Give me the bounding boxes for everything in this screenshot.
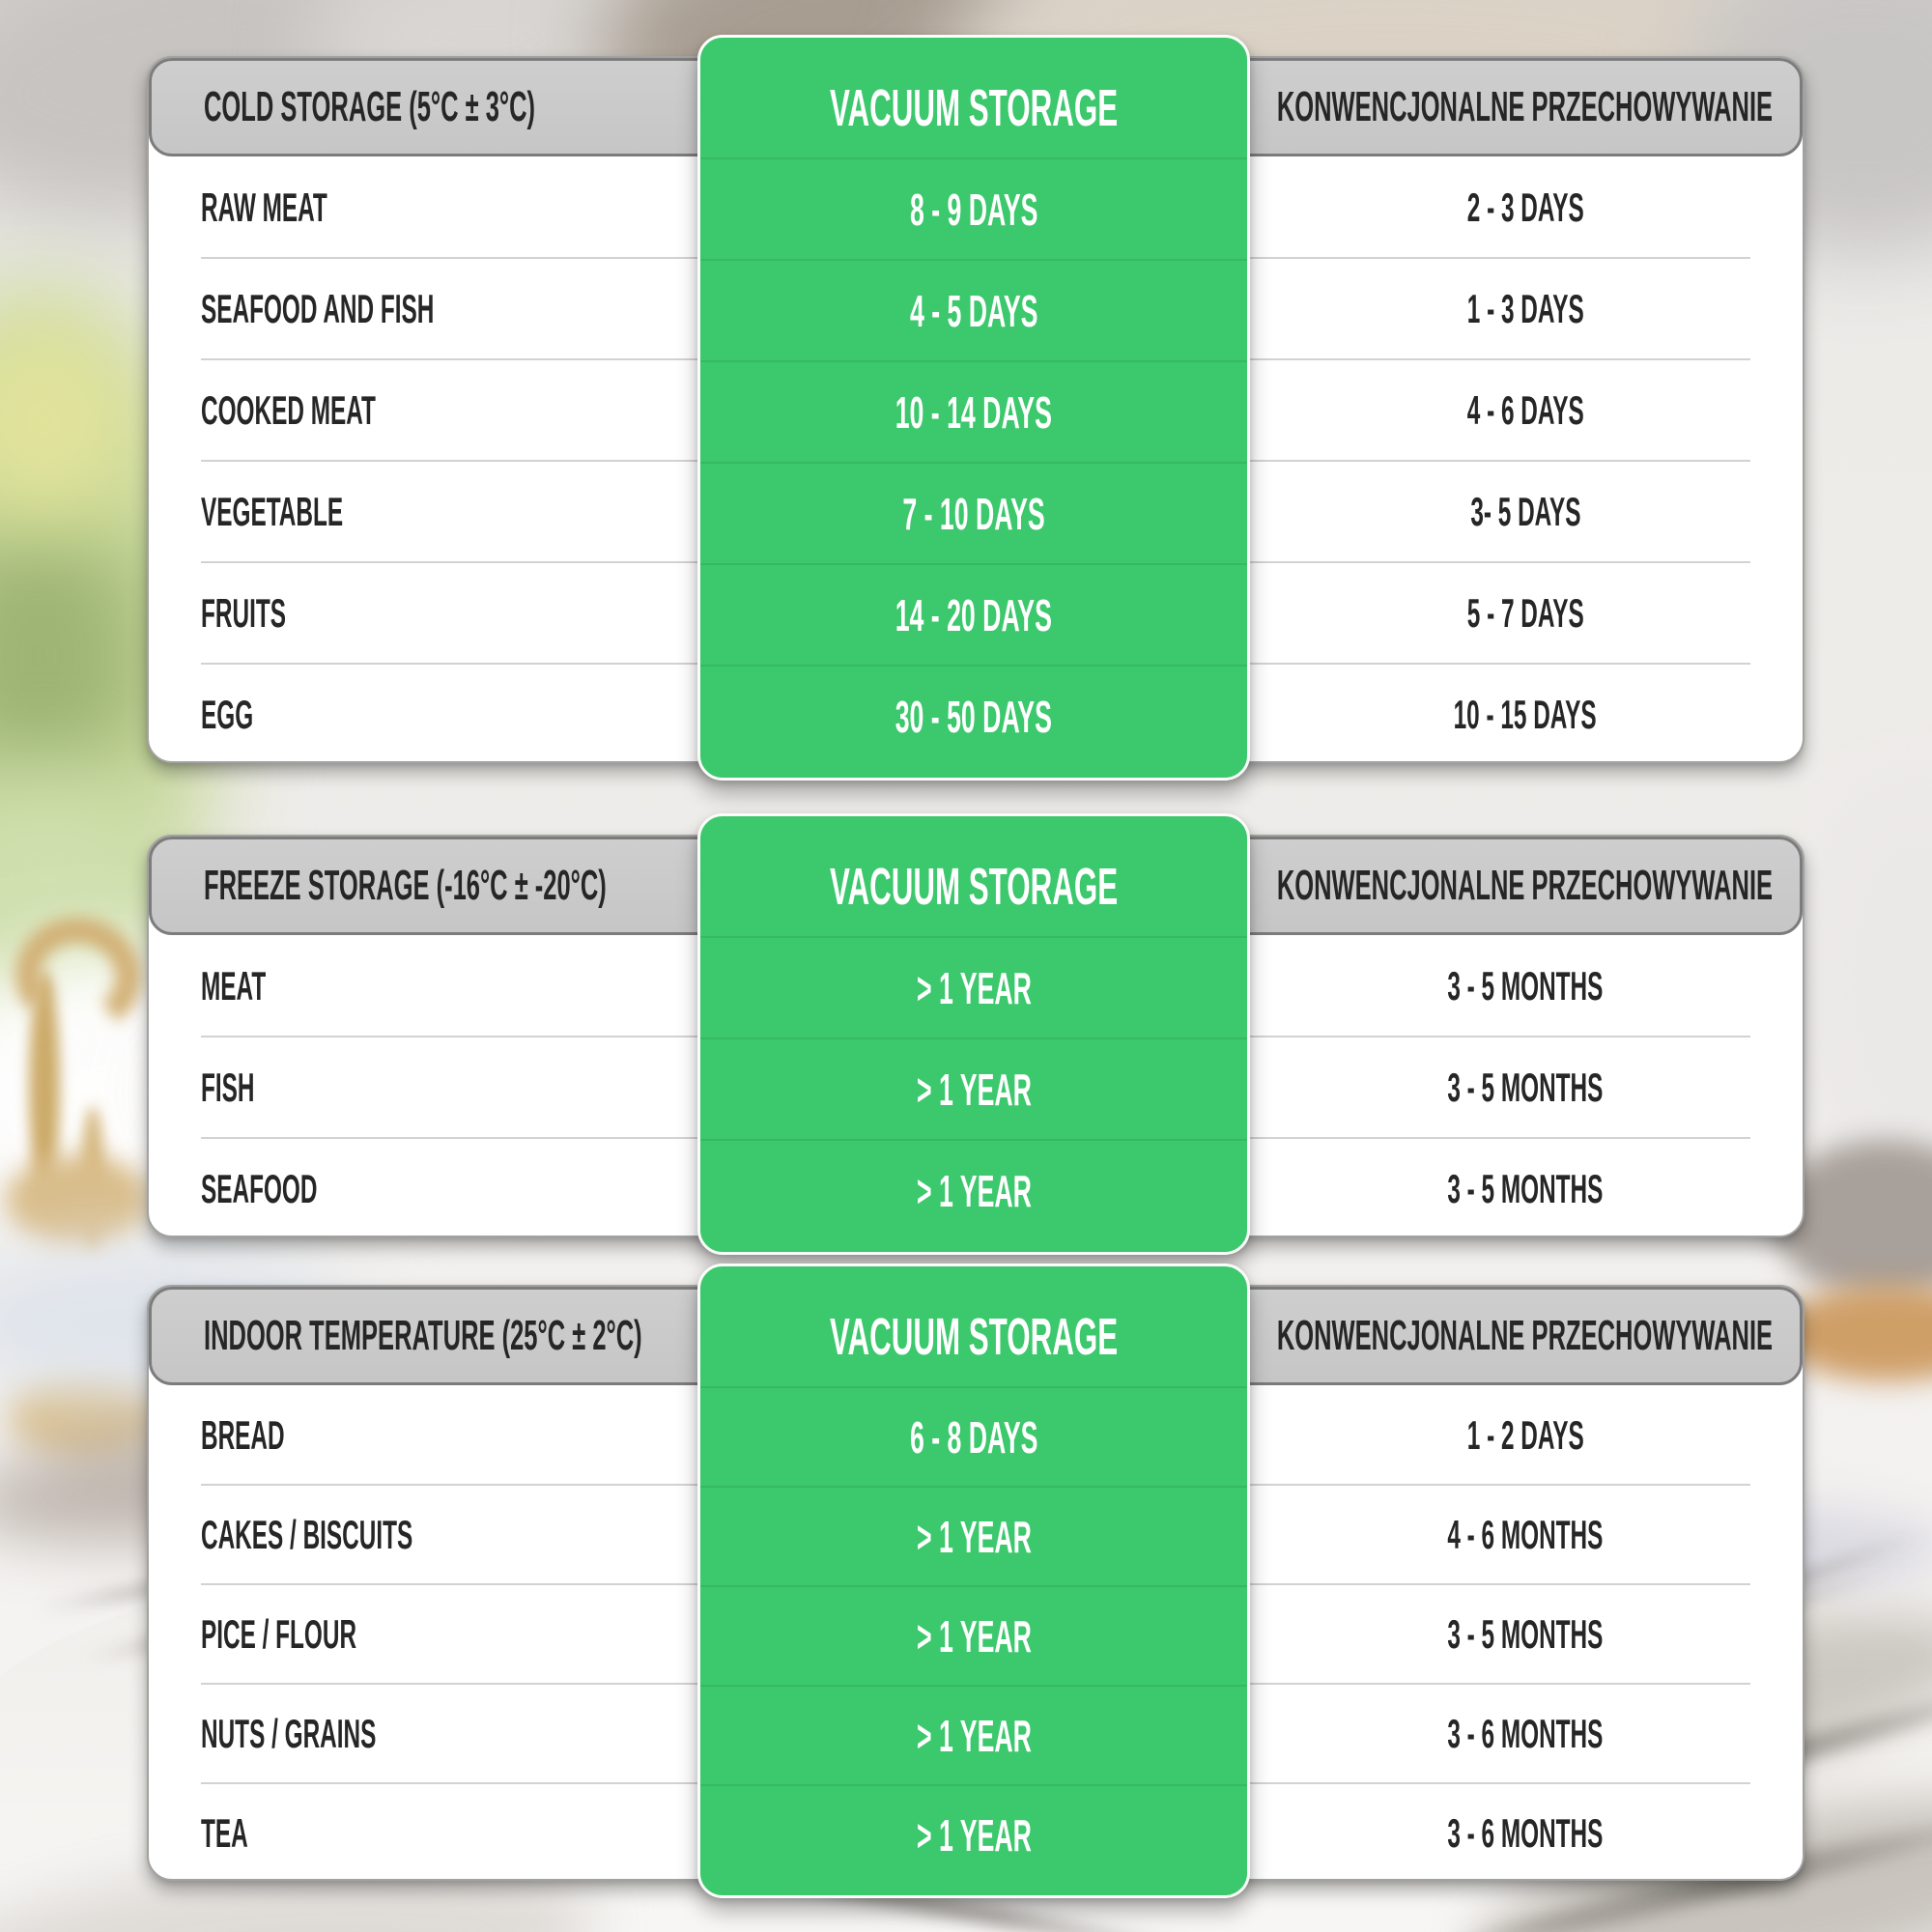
food-item-label: SEAFOOD AND FISH: [201, 285, 435, 331]
vacuum-duration-cell: > 1 YEAR: [700, 1585, 1247, 1685]
vacuum-column-panel: VACUUM STORAGE 6 - 8 DAYS > 1 YEAR > 1 YEA…: [697, 1264, 1250, 1898]
conventional-duration-value: 10 - 15 DAYS: [1453, 691, 1598, 737]
table-title: COLD STORAGE (5°C ± 3°C): [204, 83, 536, 130]
vacuum-duration-value: 6 - 8 DAYS: [909, 1411, 1038, 1463]
food-item-label: COOKED MEAT: [201, 386, 376, 433]
vacuum-duration-value: 14 - 20 DAYS: [895, 589, 1053, 640]
food-item-label: FRUITS: [201, 589, 286, 636]
conventional-duration-value: 3 - 5 MONTHS: [1447, 1064, 1604, 1110]
vacuum-duration-cell: 14 - 20 DAYS: [700, 563, 1247, 665]
vacuum-duration-cell: > 1 YEAR: [700, 1486, 1247, 1585]
vacuum-duration-cell: > 1 YEAR: [700, 1139, 1247, 1240]
vacuum-duration-value: 8 - 9 DAYS: [909, 184, 1038, 235]
table-row: MEAT 3 - 5 MONTHS: [149, 935, 1803, 1037]
food-item-label: RAW MEAT: [201, 184, 327, 230]
vacuum-duration-value: 4 - 5 DAYS: [909, 285, 1038, 336]
conventional-duration-value: 4 - 6 MONTHS: [1447, 1511, 1604, 1557]
food-item-label: BREAD: [201, 1411, 285, 1458]
food-item-label: TEA: [201, 1809, 248, 1856]
food-item-label: PICE / FLOUR: [201, 1610, 357, 1657]
vacuum-duration-value: > 1 YEAR: [916, 1511, 1032, 1562]
food-item-label: SEAFOOD: [201, 1165, 318, 1211]
vacuum-duration-value: > 1 YEAR: [916, 962, 1032, 1013]
storage-table: INDOOR TEMPERATURE (25°C ± 2°C) KONWENCJ…: [147, 1264, 1804, 1898]
conventional-duration-value: 2 - 3 DAYS: [1466, 184, 1584, 230]
conventional-duration-value: 3 - 6 MONTHS: [1447, 1809, 1604, 1856]
conventional-duration-value: 4 - 6 DAYS: [1466, 386, 1584, 433]
vacuum-duration-value: 30 - 50 DAYS: [895, 691, 1053, 742]
vacuum-duration-value: > 1 YEAR: [916, 1610, 1032, 1662]
food-item-label: FISH: [201, 1064, 255, 1110]
vacuum-duration-value: > 1 YEAR: [916, 1064, 1032, 1115]
vacuum-duration-cell: 30 - 50 DAYS: [700, 665, 1247, 766]
vacuum-duration-cell: 4 - 5 DAYS: [700, 259, 1247, 360]
conventional-column-header: KONWENCJONALNE PRZECHOWYWANIE: [1276, 83, 1773, 130]
conventional-duration-value: 3- 5 DAYS: [1469, 488, 1581, 534]
conventional-duration-value: 3 - 5 MONTHS: [1447, 962, 1604, 1009]
vacuum-duration-value: > 1 YEAR: [916, 1165, 1032, 1216]
vacuum-duration-cell: 8 - 9 DAYS: [700, 157, 1247, 259]
vacuum-duration-value: > 1 YEAR: [916, 1809, 1032, 1861]
vacuum-column-header: VACUUM STORAGE: [829, 858, 1119, 916]
food-item-label: VEGETABLE: [201, 488, 344, 534]
food-item-label: EGG: [201, 691, 254, 737]
background-wall-panel: [1787, 773, 1932, 1188]
conventional-duration-value: 3 - 6 MONTHS: [1447, 1710, 1604, 1756]
vacuum-duration-value: 7 - 10 DAYS: [902, 488, 1045, 539]
vacuum-column-header: VACUUM STORAGE: [829, 1308, 1119, 1366]
food-item-label: NUTS / GRAINS: [201, 1710, 377, 1756]
storage-table: COLD STORAGE (5°C ± 3°C) KONWENCJONALNE …: [147, 35, 1804, 781]
vacuum-duration-cell: 6 - 8 DAYS: [700, 1386, 1247, 1486]
conventional-duration-value: 1 - 3 DAYS: [1466, 285, 1584, 331]
vacuum-duration-cell: > 1 YEAR: [700, 1784, 1247, 1884]
conventional-duration-value: 1 - 2 DAYS: [1466, 1411, 1584, 1458]
vacuum-duration-value: > 1 YEAR: [916, 1710, 1032, 1761]
conventional-duration-value: 5 - 7 DAYS: [1466, 589, 1584, 636]
storage-table: FREEZE STORAGE (-16°C ± -20°C) KONWENCJO…: [147, 813, 1804, 1255]
food-item-label: CAKES / BISCUITS: [201, 1511, 413, 1557]
table-row: RAW MEAT 2 - 3 DAYS: [149, 156, 1803, 258]
table-title: INDOOR TEMPERATURE (25°C ± 2°C): [204, 1312, 642, 1359]
vacuum-duration-value: 10 - 14 DAYS: [895, 386, 1053, 438]
table-title: FREEZE STORAGE (-16°C ± -20°C): [204, 862, 607, 909]
vacuum-duration-cell: 10 - 14 DAYS: [700, 360, 1247, 462]
background-faucet-handles: [6, 1154, 151, 1246]
vacuum-column-header: VACUUM STORAGE: [829, 79, 1119, 137]
conventional-duration-value: 3 - 5 MONTHS: [1447, 1165, 1604, 1211]
conventional-duration-value: 3 - 5 MONTHS: [1447, 1610, 1604, 1657]
vacuum-column-panel: VACUUM STORAGE > 1 YEAR > 1 YEAR > 1 YEAR: [697, 813, 1250, 1255]
vacuum-duration-cell: > 1 YEAR: [700, 1685, 1247, 1784]
vacuum-column-panel: VACUUM STORAGE 8 - 9 DAYS 4 - 5 DAYS 10 - …: [697, 35, 1250, 781]
conventional-column-header: KONWENCJONALNE PRZECHOWYWANIE: [1276, 1312, 1773, 1359]
table-row: BREAD 1 - 2 DAYS: [149, 1385, 1803, 1485]
food-item-label: MEAT: [201, 962, 267, 1009]
vacuum-duration-cell: > 1 YEAR: [700, 936, 1247, 1037]
vacuum-duration-cell: 7 - 10 DAYS: [700, 462, 1247, 563]
vacuum-duration-cell: > 1 YEAR: [700, 1037, 1247, 1139]
conventional-column-header: KONWENCJONALNE PRZECHOWYWANIE: [1276, 862, 1773, 909]
